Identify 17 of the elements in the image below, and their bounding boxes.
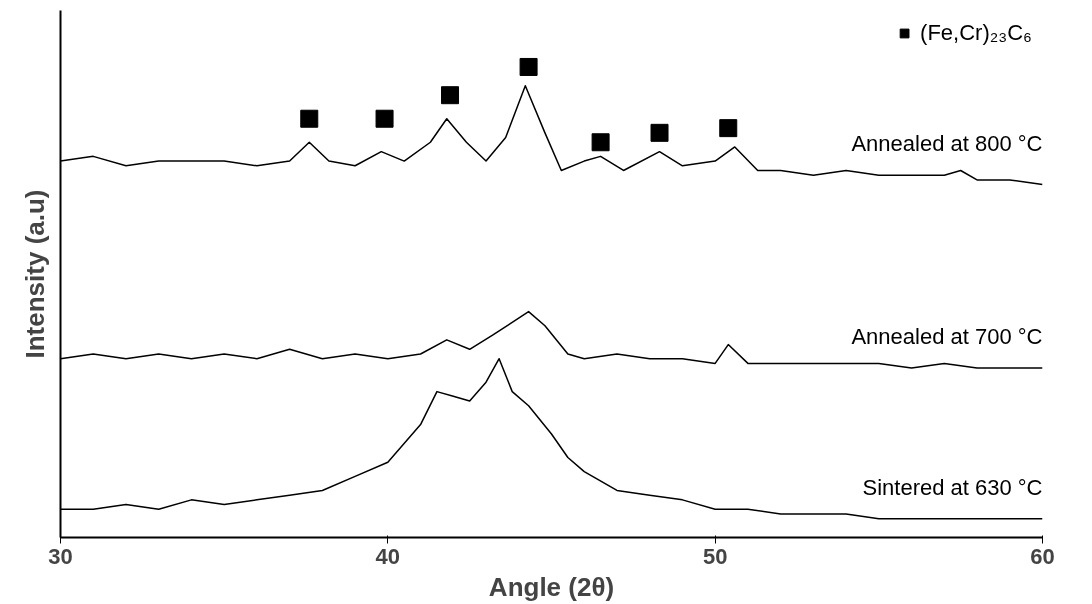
x-tick-label: 30 (48, 543, 73, 569)
series-label: Annealed at 700 °C (851, 324, 1043, 350)
y-axis-title: Intensity (a.u) (19, 189, 50, 359)
x-tick-label: 60 (1030, 543, 1055, 569)
point (375, 109, 394, 128)
series-label: Annealed at 800 °C (851, 131, 1043, 157)
point (300, 109, 319, 128)
series-label: Sintered at 630 °C (862, 474, 1043, 500)
point (519, 57, 538, 76)
legend-label: (Fe,Cr)₂₃C₆ (920, 20, 1032, 46)
point (591, 133, 610, 152)
point (719, 119, 738, 138)
x-tick-label: 40 (375, 543, 401, 569)
point (441, 86, 460, 105)
x-axis-title: Angle (2θ) (488, 571, 615, 602)
x-tick-label: 50 (702, 543, 728, 569)
point (650, 123, 669, 142)
